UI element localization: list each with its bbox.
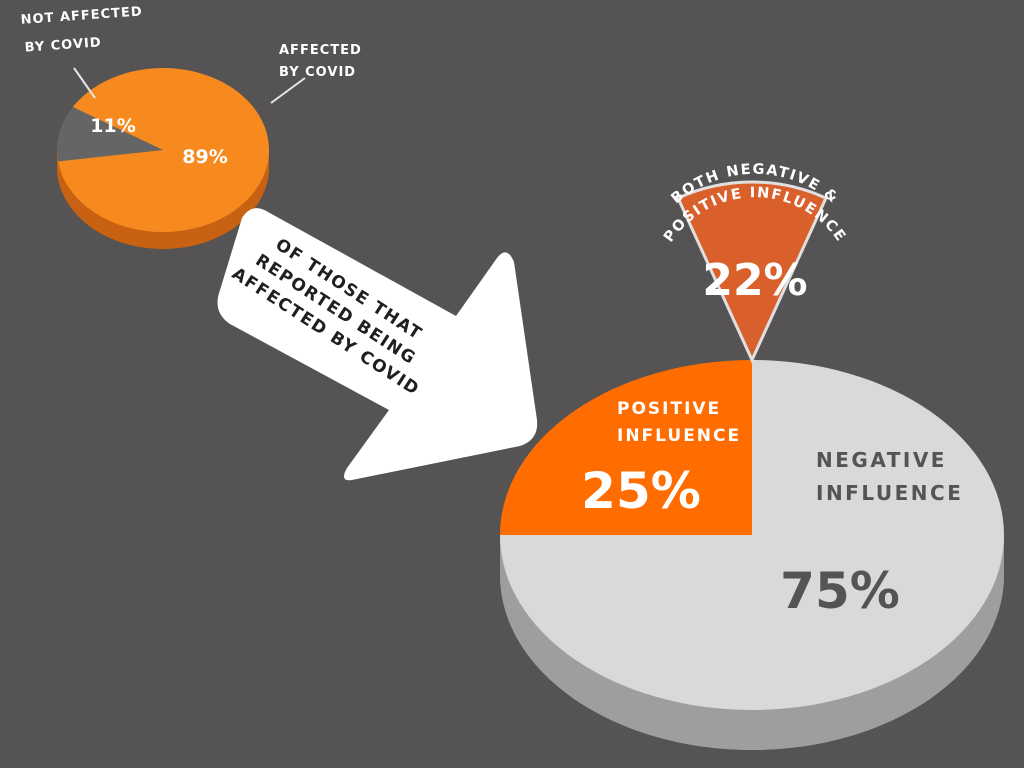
pie-slice-affected <box>58 68 269 233</box>
pie-slice-positive-influence <box>500 360 752 535</box>
arrow-shape <box>217 208 538 481</box>
value-label-negative-influence: 75% <box>780 562 900 620</box>
callout-both-influence: BOTH NEGATIVE & POSITIVE INFLUENCE 22% <box>661 162 847 364</box>
pie-chart-covid-affected: NOT AFFECTED BY COVID AFFECTED BY COVID … <box>20 4 367 249</box>
callout-value-label: 22% <box>702 255 807 306</box>
pie-slice-not-affected <box>56 107 164 162</box>
value-label-positive-influence: 25% <box>581 462 701 520</box>
leader-line-affected <box>270 77 306 104</box>
label-not-affected: NOT AFFECTED BY COVID <box>20 4 150 56</box>
value-label-affected: 89% <box>182 146 227 168</box>
label-positive-influence: POSITIVE INFLUENCE <box>617 399 741 446</box>
pie-chart-influence: POSITIVE INFLUENCE 25% NEGATIVE INFLUENC… <box>500 360 1004 750</box>
callout-wedge <box>676 180 828 364</box>
leader-line-not-affected <box>73 67 96 99</box>
value-label-not-affected: 11% <box>90 115 135 137</box>
arrow-callout: OF THOSE THAT REPORTED BEING AFFECTED BY… <box>217 208 538 481</box>
label-affected: AFFECTED BY COVID <box>279 43 367 80</box>
label-negative-influence: NEGATIVE INFLUENCE <box>816 448 963 505</box>
